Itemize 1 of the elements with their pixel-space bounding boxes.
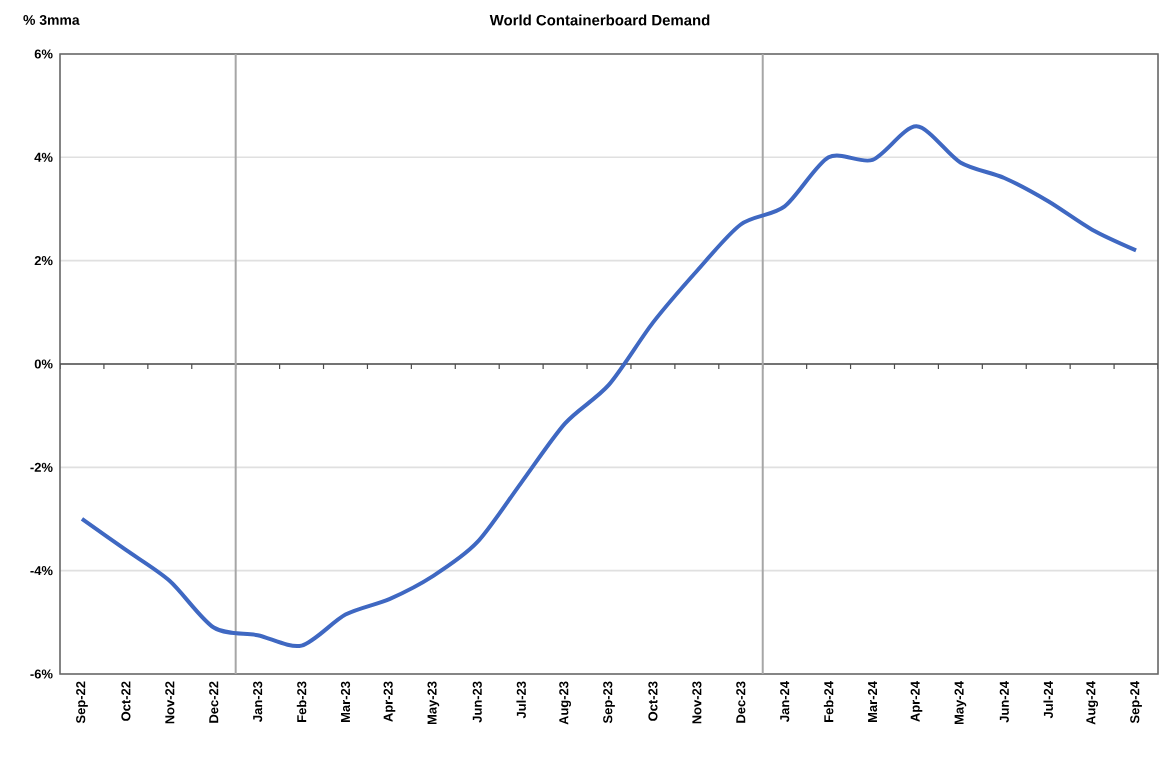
line-series	[79, 124, 1139, 648]
